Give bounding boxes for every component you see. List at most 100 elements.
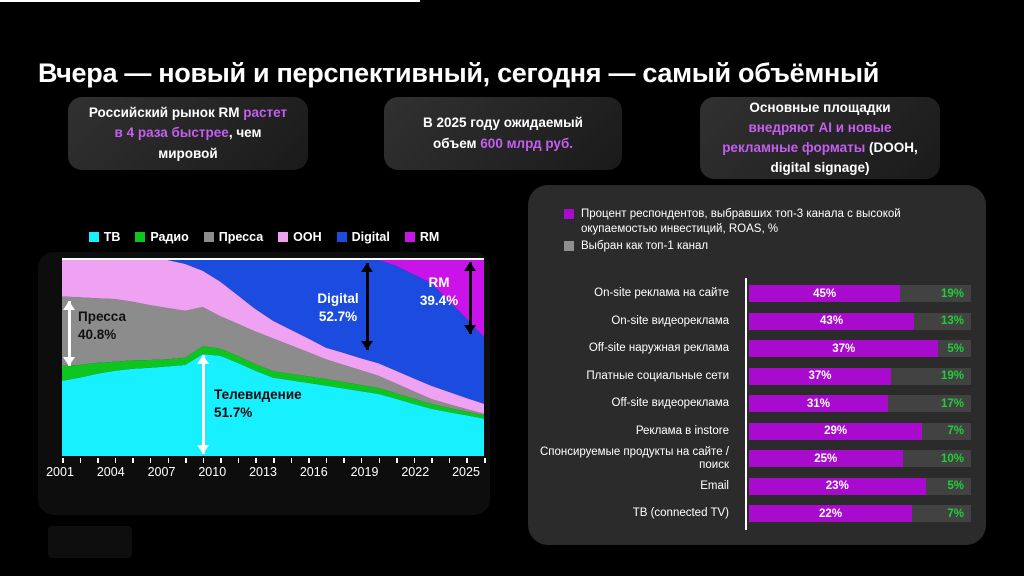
bar-segment-top1: 5%: [925, 477, 971, 495]
x-axis-ticks: [62, 458, 486, 463]
annotation-tv: Телевидение 51.7%: [214, 387, 302, 420]
legend-swatch: [336, 232, 347, 242]
legend-swatch: [203, 232, 214, 242]
area-chart-legend: ТВ Радио Пресса OOH Digital RM: [38, 230, 490, 244]
bar-track: 22% 7%: [749, 505, 971, 523]
stacked-area-plot: Пресса 40.8% Телевидение 51.7% Digital 5…: [62, 258, 484, 456]
bar-segment-roas: 37%: [749, 367, 892, 385]
bar-row-label: Email: [700, 479, 729, 492]
info-card-text: Российский рынок RM растет в 4 раза быст…: [84, 103, 292, 164]
bar-row-label: Off-site видеореклама: [611, 397, 729, 410]
x-tick: [378, 458, 380, 463]
bar-track: 37% 19%: [749, 367, 971, 385]
legend-label: RM: [419, 230, 440, 244]
bar-row-label: On-site видеореклама: [611, 314, 729, 327]
bar-chart-legend: Процент респондентов, выбравших топ-3 ка…: [564, 207, 969, 254]
bar-chart-axis-line: [745, 278, 747, 530]
area-series-Пресса: [62, 296, 484, 416]
x-tick: [273, 458, 275, 463]
stacked-area-svg: [62, 260, 484, 456]
x-tick: [185, 458, 187, 463]
bar-legend-label: Выбран как топ-1 канал: [581, 239, 709, 252]
legend-item: ТВ: [88, 230, 120, 244]
x-tick: [325, 458, 328, 463]
bar-segment-top1: 7%: [912, 505, 971, 523]
x-tick-label: 2019: [350, 465, 379, 479]
x-tick: [255, 458, 257, 463]
info-card-text: Основные площадки внедряют AI и новые ре…: [716, 98, 924, 179]
bar-track: 43% 13%: [749, 312, 971, 330]
accent-text: 600 млрд руб.: [480, 135, 574, 151]
bar-legend-label: Процент респондентов, выбравших топ-3 ка…: [581, 208, 901, 235]
bar-row: Off-site видеореклама 31% 17%: [528, 390, 986, 418]
legend-swatch: [88, 232, 99, 242]
bar-segment-top1: 7%: [922, 422, 971, 440]
x-tick: [343, 458, 345, 463]
x-tick: [202, 458, 205, 463]
bar-track: 31% 17%: [749, 395, 971, 413]
x-tick: [360, 458, 363, 463]
legend-swatch: [278, 232, 289, 242]
top-accent-line: [0, 0, 420, 2]
legend-item: Digital: [336, 230, 390, 244]
bar-track: 37% 5%: [749, 340, 971, 358]
x-tick: [466, 458, 468, 463]
bar-legend-item: Процент респондентов, выбравших топ-3 ка…: [564, 207, 969, 237]
bar-segment-roas: 29%: [749, 422, 923, 440]
plain-text: , чем мировой: [158, 125, 262, 161]
x-tick-label: 2025: [452, 465, 480, 479]
digital-range-arrow: [366, 263, 369, 350]
x-tick: [167, 458, 169, 463]
x-tick: [308, 458, 310, 463]
bar-row: On-site видеореклама 43% 13%: [528, 308, 986, 336]
legend-label: Пресса: [218, 230, 264, 244]
plain-text: (DOOH, digital signage): [770, 140, 918, 176]
annotation-press: Пресса 40.8%: [78, 309, 126, 342]
area-series-OOH: [62, 260, 484, 414]
bar-row-label: Платные социальные сети: [586, 369, 729, 382]
x-tick-label: 2001: [46, 465, 74, 479]
bar-segment-top1: 17%: [887, 395, 971, 413]
x-tick-label: 2010: [198, 465, 227, 479]
info-card-ai-formats: Основные площадки внедряют AI и новые ре…: [700, 97, 940, 179]
bar-track: 29% 7%: [749, 422, 971, 440]
x-tick: [237, 458, 240, 463]
area-series-RM: [62, 260, 484, 338]
bar-legend-swatch: [564, 209, 574, 219]
x-tick: [149, 458, 152, 463]
x-tick: [413, 458, 416, 463]
x-tick: [220, 458, 222, 463]
tv-range-arrow: [202, 355, 205, 454]
bar-chart-rows: On-site реклама на сайте 45% 19% On-site ви…: [528, 280, 986, 528]
bar-segment-roas: 22%: [749, 505, 913, 523]
bar-chart-panel: Процент респондентов, выбравших топ-3 ка…: [528, 185, 986, 545]
legend-label: OOH: [293, 230, 322, 244]
x-tick: [97, 458, 99, 463]
annotation-digital: Digital 52.7%: [317, 291, 359, 324]
bar-segment-top1: 19%: [891, 367, 971, 385]
legend-item: OOH: [278, 230, 322, 244]
bar-track: 25% 10%: [749, 450, 971, 468]
area-series-Digital: [62, 260, 484, 404]
plain-text: В 2025 году ожидаемый объем: [423, 115, 583, 151]
bar-row: Off-site наружная реклама 37% 5%: [528, 335, 986, 363]
x-tick-label: 2022: [401, 465, 430, 479]
bar-row: Платные социальные сети 37% 19%: [528, 363, 986, 391]
x-axis-labels: 2001 2004 2007 2010 2013 2016 2019 2022 2025: [42, 465, 484, 479]
bar-row-label: On-site реклама на сайте: [594, 287, 729, 300]
x-tick-label: 2007: [147, 465, 176, 479]
area-series-ТВ: [62, 354, 484, 456]
press-range-arrow: [68, 301, 71, 366]
legend-label: Радио: [150, 230, 189, 244]
x-tick: [396, 458, 398, 463]
bar-row-label: Off-site наружная реклама: [588, 342, 729, 355]
bar-row-label: Спонсируемые продукты на сайте / поиск: [539, 445, 729, 471]
bar-segment-roas: 43%: [749, 312, 915, 330]
legend-item: Пресса: [203, 230, 264, 244]
x-tick: [62, 458, 64, 463]
bar-track: 23% 5%: [749, 477, 971, 495]
x-tick: [79, 458, 82, 463]
footer-logo-placeholder: [48, 526, 132, 558]
x-tick: [431, 458, 433, 463]
bar-row-label: ТВ (connected TV): [632, 507, 729, 520]
